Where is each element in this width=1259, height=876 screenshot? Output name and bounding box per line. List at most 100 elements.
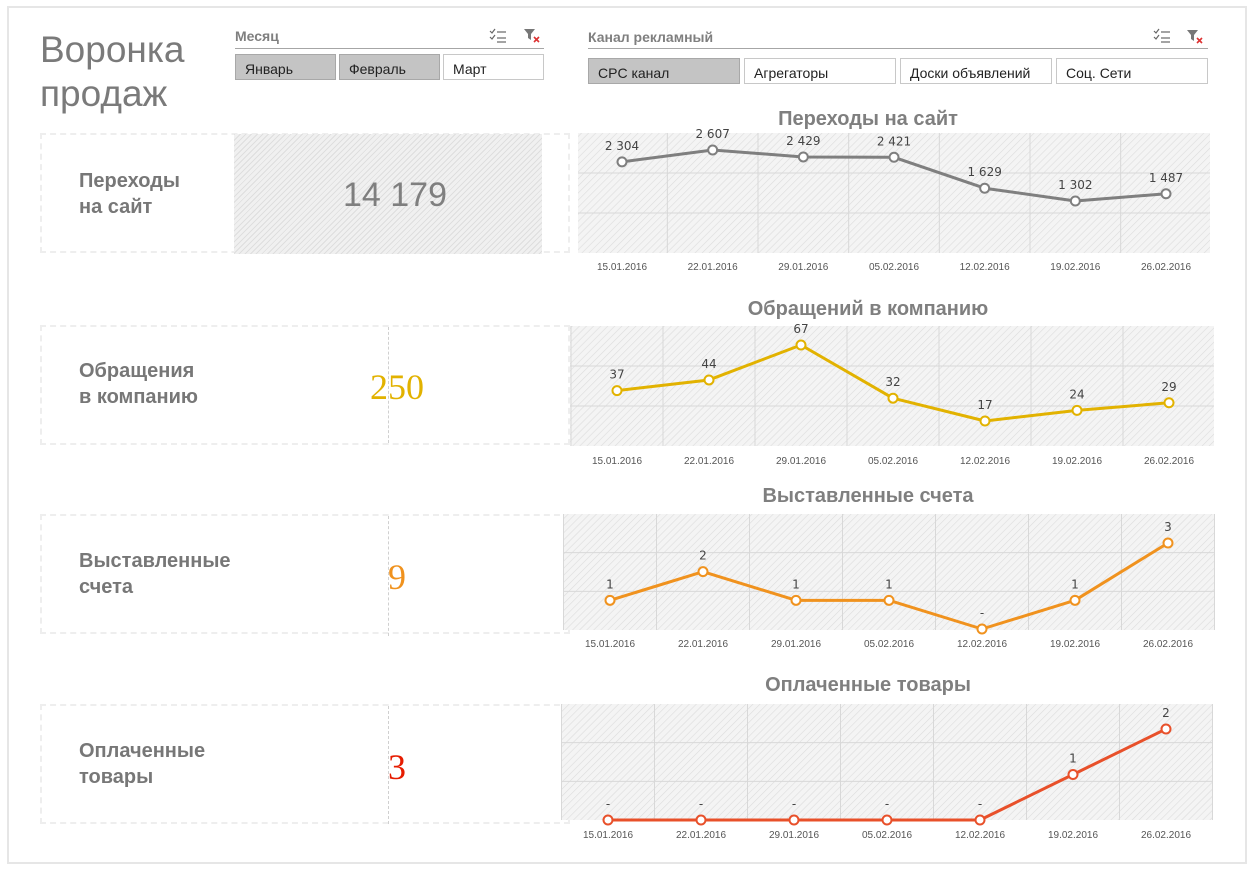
x-tick-label: 12.02.2016 — [955, 830, 1005, 841]
month-slicer-title: Месяц — [235, 28, 279, 44]
x-tick-label: 19.02.2016 — [1048, 830, 1098, 841]
x-tick-label: 26.02.2016 — [1143, 639, 1193, 650]
data-label: 3 — [1164, 520, 1172, 534]
kpi-box-requests — [40, 325, 570, 445]
kpi-label-line: счета — [79, 576, 133, 598]
data-point — [888, 151, 900, 163]
kpi-value-requests: 250 — [370, 367, 424, 407]
multi-select-icon[interactable] — [1153, 28, 1171, 44]
data-point — [697, 566, 709, 578]
data-point — [695, 814, 707, 826]
data-point — [795, 339, 807, 351]
data-label: 1 302 — [1058, 178, 1092, 192]
data-label: 2 304 — [605, 139, 639, 153]
plot-area — [563, 514, 1215, 630]
kpi-value-visits: 14 179 — [343, 176, 447, 214]
data-label: 1 — [792, 577, 800, 591]
x-tick-label: 12.02.2016 — [960, 262, 1010, 273]
kpi-label-line: на сайт — [79, 196, 153, 218]
slicer-item-social[interactable]: Соц. Сети — [1056, 58, 1208, 84]
x-tick-label: 19.02.2016 — [1052, 456, 1102, 467]
x-tick-label: 15.01.2016 — [592, 456, 642, 467]
data-label: 1 — [885, 577, 893, 591]
data-point — [979, 415, 991, 427]
data-label: 32 — [885, 375, 900, 389]
data-label: 1 — [606, 577, 614, 591]
clear-filter-icon[interactable] — [1186, 29, 1204, 45]
data-label: - — [978, 797, 982, 811]
kpi-value-panel — [234, 134, 542, 254]
x-tick-label: 22.01.2016 — [688, 262, 738, 273]
plot-area — [578, 133, 1210, 253]
data-label: - — [699, 797, 703, 811]
kpi-divider — [388, 327, 389, 443]
x-tick-label: 26.02.2016 — [1141, 262, 1191, 273]
plot-area — [561, 704, 1213, 820]
data-label: - — [980, 606, 984, 620]
data-label: 2 429 — [786, 134, 820, 148]
data-point — [1071, 404, 1083, 416]
kpi-label-line: в компанию — [79, 386, 199, 408]
data-point — [1160, 723, 1172, 735]
x-tick-label: 29.01.2016 — [771, 639, 821, 650]
data-point — [1163, 397, 1175, 409]
data-label: 2 421 — [877, 134, 911, 148]
data-point — [602, 814, 614, 826]
data-point — [887, 392, 899, 404]
data-point — [797, 151, 809, 163]
dashboard-title-text: Воронка продаж — [40, 29, 185, 114]
x-tick-label: 29.01.2016 — [778, 262, 828, 273]
x-tick-label: 15.01.2016 — [585, 639, 635, 650]
data-point — [1067, 769, 1079, 780]
data-label: 17 — [977, 398, 992, 412]
x-tick-label: 29.01.2016 — [776, 456, 826, 467]
kpi-label-paid: Оплаченные товары — [79, 738, 205, 790]
plot-area — [570, 326, 1214, 446]
kpi-label-invoices: Выставленные счета — [79, 548, 231, 600]
data-label: 1 629 — [967, 165, 1001, 179]
slicer-item-february[interactable]: Февраль — [339, 54, 440, 80]
kpi-label-requests: Обращения в компанию — [79, 358, 198, 410]
data-point — [1069, 594, 1081, 606]
data-point — [881, 814, 893, 826]
multi-select-icon[interactable] — [489, 28, 507, 44]
month-slicer: Месяц Январь Февраль Март — [235, 22, 544, 84]
data-label: 37 — [609, 368, 624, 382]
data-point — [788, 814, 800, 826]
data-point — [979, 182, 991, 194]
slicer-item-march[interactable]: Март — [443, 54, 544, 80]
x-tick-label: 19.02.2016 — [1050, 639, 1100, 650]
data-label: 2 — [1162, 706, 1170, 720]
dashboard-title: Воронка продаж — [40, 28, 200, 116]
kpi-divider — [388, 706, 389, 824]
slicer-item-aggregators[interactable]: Агрегаторы — [744, 58, 896, 84]
x-tick-label: 15.01.2016 — [583, 830, 633, 841]
slicer-item-classifieds[interactable]: Доски объявлений — [900, 58, 1052, 84]
slicer-item-january[interactable]: Январь — [235, 54, 336, 80]
x-tick-label: 19.02.2016 — [1050, 262, 1100, 273]
x-tick-label: 05.02.2016 — [868, 456, 918, 467]
data-label: 44 — [701, 357, 716, 371]
x-tick-label: 05.02.2016 — [869, 262, 919, 273]
data-label: 29 — [1161, 380, 1176, 394]
month-slicer-header: Месяц — [235, 22, 544, 49]
data-point — [616, 156, 628, 168]
x-tick-label: 05.02.2016 — [864, 639, 914, 650]
kpi-label-visits: Переходы на сайт — [79, 168, 180, 220]
slicer-item-cpc[interactable]: CPC канал — [588, 58, 740, 84]
x-tick-label: 26.02.2016 — [1141, 830, 1191, 841]
channel-slicer: Канал рекламный CPC канал Агрегаторы Дос… — [588, 22, 1208, 84]
x-tick-label: 29.01.2016 — [769, 830, 819, 841]
data-label: 67 — [793, 322, 808, 336]
clear-filter-icon[interactable] — [523, 28, 541, 44]
data-point — [611, 385, 623, 397]
chart-title-invoices: Выставленные счета — [762, 485, 974, 507]
data-point — [1162, 537, 1174, 549]
kpi-label-line: Переходы — [79, 170, 180, 192]
data-point — [790, 594, 802, 606]
dashboard-frame — [7, 6, 1247, 864]
kpi-value-invoices: 9 — [388, 557, 406, 597]
x-tick-label: 12.02.2016 — [960, 456, 1010, 467]
data-point — [1069, 195, 1081, 207]
